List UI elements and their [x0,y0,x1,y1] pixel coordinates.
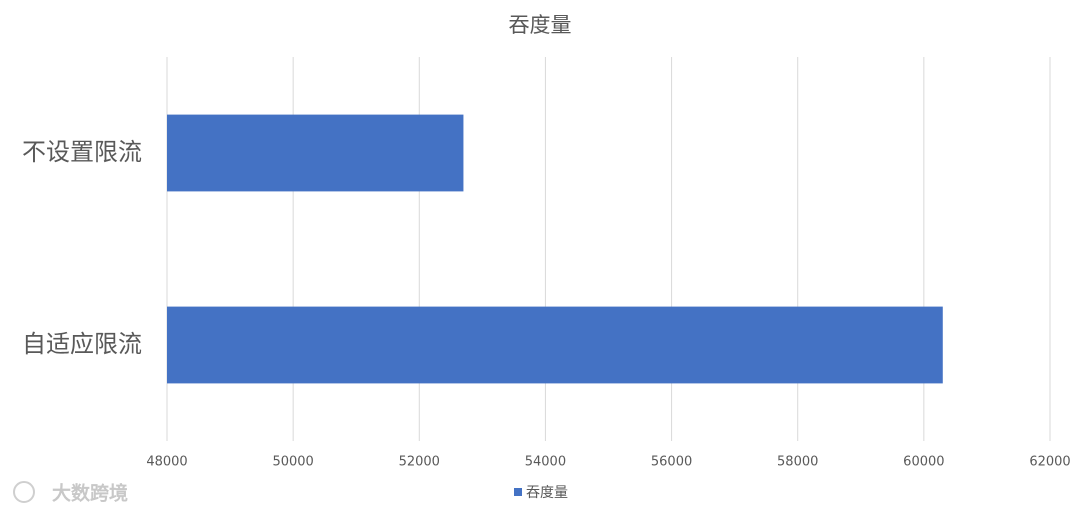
watermark-icon [13,481,35,503]
watermark: 大数跨境 [52,482,128,505]
x-tick-label: 62000 [1029,455,1070,470]
x-tick-label: 52000 [399,455,440,470]
x-tick-label: 58000 [777,455,818,470]
bar [167,114,464,192]
y-tick-label: 自适应限流 [22,330,142,358]
x-tick-label: 48000 [146,455,187,470]
x-tick-label: 54000 [525,455,566,470]
legend-label: 吞度量 [526,485,568,501]
x-tick-label: 50000 [272,455,313,470]
y-tick-label: 不设置限流 [22,138,142,166]
x-tick-label: 56000 [651,455,692,470]
bar [167,306,943,384]
chart-title: 吞度量 [509,13,572,37]
legend-swatch [514,488,522,496]
x-tick-label: 60000 [903,455,944,470]
